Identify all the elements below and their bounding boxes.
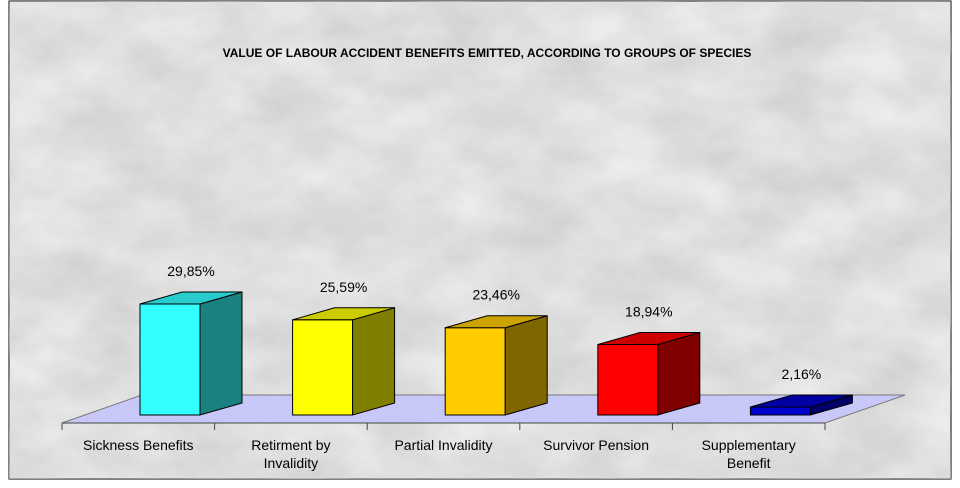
value-label: 25,59%: [320, 279, 367, 295]
bar-side: [199, 291, 243, 416]
bar-front: [749, 406, 811, 416]
value-label: 23,46%: [472, 287, 519, 303]
bar-front: [292, 319, 354, 416]
x-tick-label: Partial Invalidity: [394, 437, 493, 453]
bar-top: [139, 291, 243, 305]
x-tick-label: Retirment by Invalidity: [251, 437, 331, 471]
value-label: 29,85%: [167, 263, 214, 279]
bar-front: [139, 303, 201, 416]
bar-side: [504, 315, 548, 416]
bar-front: [597, 344, 659, 416]
bar-top: [445, 315, 548, 329]
bar-top: [292, 307, 395, 321]
bar-side: [352, 307, 396, 416]
bar-top: [750, 394, 853, 408]
x-tick-label: Sickness Benefits: [83, 437, 194, 453]
x-tick-label: Supplementary Benefit: [701, 437, 796, 471]
bar-side: [657, 331, 701, 416]
bar-top: [597, 332, 700, 346]
value-label: 18,94%: [625, 304, 672, 320]
value-label: 2,16%: [782, 366, 822, 382]
bar-front: [444, 327, 506, 416]
x-tick-label: Survivor Pension: [543, 437, 649, 453]
chart-title: VALUE OF LABOUR ACCIDENT BENEFITS EMITTE…: [223, 46, 752, 60]
